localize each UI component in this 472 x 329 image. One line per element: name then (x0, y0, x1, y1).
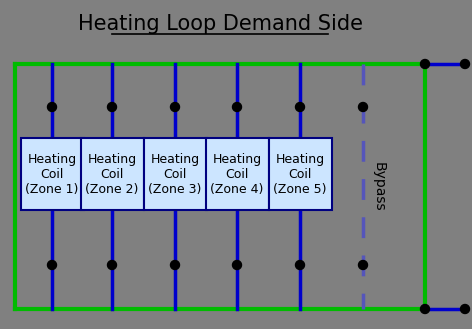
Text: Heating
Coil
(Zone 2): Heating Coil (Zone 2) (85, 153, 139, 195)
Text: Heating
Coil
(Zone 3): Heating Coil (Zone 3) (148, 153, 202, 195)
Text: Heating
Coil
(Zone 4): Heating Coil (Zone 4) (211, 153, 264, 195)
Circle shape (170, 103, 179, 112)
Circle shape (295, 103, 304, 112)
Circle shape (359, 261, 368, 269)
Bar (269, 138, 331, 210)
Text: Heating
Coil
(Zone 5): Heating Coil (Zone 5) (273, 153, 327, 195)
Circle shape (48, 261, 57, 269)
Circle shape (233, 103, 242, 112)
Circle shape (48, 103, 57, 112)
Circle shape (421, 305, 430, 314)
Circle shape (108, 261, 117, 269)
Circle shape (359, 103, 368, 112)
Circle shape (170, 261, 179, 269)
Circle shape (461, 305, 470, 314)
Text: Heating Loop Demand Side: Heating Loop Demand Side (77, 14, 362, 34)
Bar (143, 138, 207, 210)
Text: Heating
Coil
(Zone 1): Heating Coil (Zone 1) (25, 153, 79, 195)
Circle shape (108, 103, 117, 112)
Circle shape (421, 60, 430, 68)
Circle shape (233, 261, 242, 269)
Text: Bypass: Bypass (372, 162, 386, 211)
Bar (81, 138, 143, 210)
Circle shape (295, 261, 304, 269)
Bar (205, 138, 269, 210)
Bar (20, 138, 84, 210)
Circle shape (461, 60, 470, 68)
